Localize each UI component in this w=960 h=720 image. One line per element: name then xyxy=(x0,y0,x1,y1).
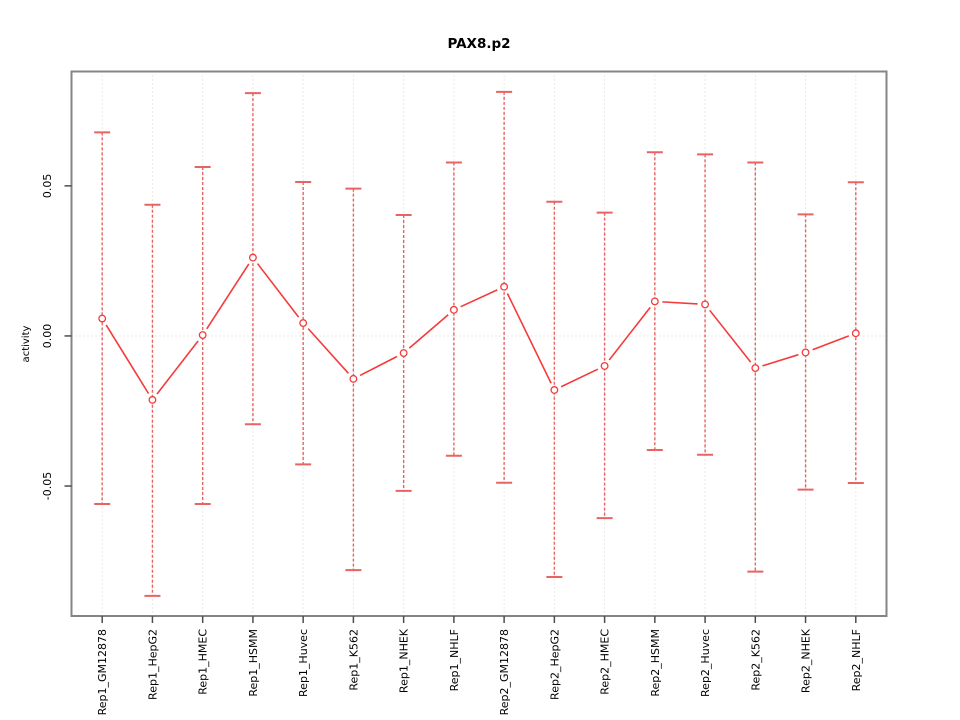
x-tick-label: Rep2_HepG2 xyxy=(548,629,561,700)
series-line-segment xyxy=(709,309,752,363)
series-line-segment xyxy=(307,328,349,374)
x-tick-label: Rep2_K562 xyxy=(749,629,762,691)
series-line-segment xyxy=(105,324,150,394)
x-tick-label: Rep1_HMEC xyxy=(197,629,210,695)
series-line-segment xyxy=(206,263,250,330)
x-tick-label: Rep1_GM12878 xyxy=(96,629,109,715)
data-point-marker xyxy=(550,386,559,394)
series-line-segment xyxy=(156,340,199,395)
data-point-marker xyxy=(600,362,609,370)
data-point-marker xyxy=(701,300,710,309)
plot-root: 0.05 0.00 -0.05 Rep1_GM12878 Rep1_HepG2 Rep1_… xyxy=(41,70,888,715)
data-point-marker xyxy=(349,374,358,383)
x-tick-label: Rep1_K562 xyxy=(347,629,360,691)
data-point-marker xyxy=(751,364,760,373)
series-line-segment xyxy=(408,314,449,349)
series-line-segment xyxy=(812,335,850,351)
data-point-marker xyxy=(500,282,509,291)
series-line-segment xyxy=(359,355,398,377)
x-tick-label: Rep1_Huvec xyxy=(297,629,310,697)
x-tick-label: Rep1_HepG2 xyxy=(146,629,159,700)
x-tick-label: Rep2_NHLF xyxy=(850,629,863,691)
data-point-marker xyxy=(299,319,308,327)
data-point-marker xyxy=(650,297,659,306)
x-tick-label: Rep2_HSMM xyxy=(649,629,662,697)
data-point-marker xyxy=(198,331,207,339)
data-point-marker xyxy=(148,395,157,404)
x-tick-label: Rep1_NHEK xyxy=(398,628,411,693)
x-tick-label: Rep2_HMEC xyxy=(599,629,612,695)
data-point-marker xyxy=(801,348,810,357)
plot-box xyxy=(70,70,888,617)
x-tick-label: Rep2_GM12878 xyxy=(498,629,511,715)
y-tick-label: 0.05 xyxy=(41,174,54,199)
y-tick-label: -0.05 xyxy=(41,472,54,500)
x-tick-label: Rep2_NHEK xyxy=(800,628,813,693)
x-tick-label: Rep1_NHLF xyxy=(448,629,461,691)
data-point-marker xyxy=(98,314,107,323)
data-point-marker xyxy=(399,349,408,358)
series-line-segment xyxy=(762,353,799,367)
series-line-segment xyxy=(560,368,599,388)
series-line-segment xyxy=(460,289,498,308)
chart-title: PAX8.p2 xyxy=(447,36,510,52)
data-point-marker xyxy=(449,305,458,314)
x-tick-label: Rep2_Huvec xyxy=(699,629,712,697)
series-line-segment xyxy=(662,301,698,305)
data-point-marker xyxy=(248,253,257,262)
series-line-segment xyxy=(506,293,552,384)
y-axis-label: activity xyxy=(21,325,32,362)
series-line-segment xyxy=(256,263,300,318)
y-tick-label: 0.00 xyxy=(41,324,54,349)
data-point-marker xyxy=(851,329,860,338)
x-tick-label: Rep1_HSMM xyxy=(247,629,260,697)
series-line-segment xyxy=(608,306,651,361)
